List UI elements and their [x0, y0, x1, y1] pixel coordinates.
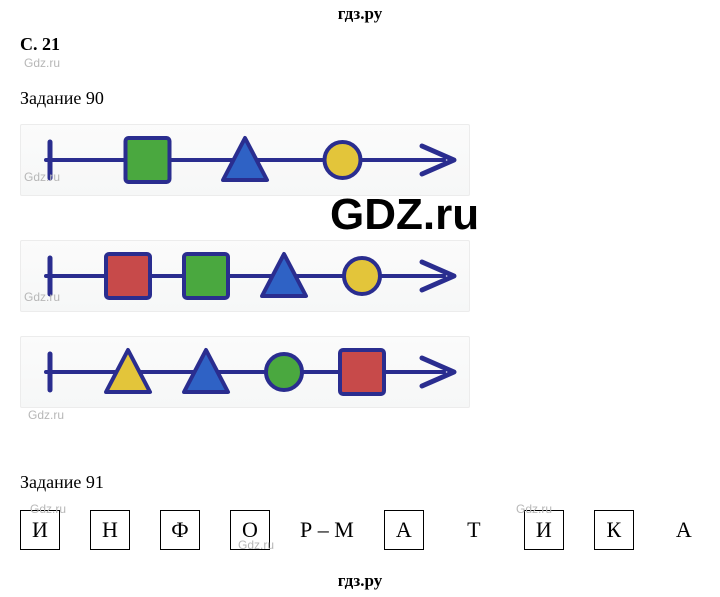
letter-sequence: ИНФОР – МАТИКА: [20, 510, 704, 550]
watermark-small: Gdz.ru: [24, 290, 60, 304]
letter-box: К: [594, 510, 634, 550]
watermark-small: Gdz.ru: [28, 408, 64, 422]
site-footer: гдз.ру: [0, 571, 720, 591]
shape-row: [20, 240, 470, 312]
letter-free: Р – М: [300, 510, 354, 550]
letter-free: А: [664, 510, 704, 550]
watermark-small: Gdz.ru: [238, 538, 274, 552]
letter-box: А: [384, 510, 424, 550]
watermark-small: Gdz.ru: [24, 170, 60, 184]
letter-box: Ф: [160, 510, 200, 550]
task-91-label: Задание 91: [20, 472, 104, 493]
task-90-label: Задание 90: [20, 88, 104, 109]
watermark-small: Gdz.ru: [516, 502, 552, 516]
watermark-small: Gdz.ru: [30, 502, 66, 516]
large-watermark: GDZ.ru: [330, 190, 479, 240]
site-header: гдз.ру: [0, 4, 720, 24]
watermark-small: Gdz.ru: [24, 56, 60, 70]
page-number-label: С. 21: [20, 34, 60, 55]
shape-row: [20, 336, 470, 408]
letter-box: И: [20, 510, 60, 550]
letter-free: Т: [454, 510, 494, 550]
letter-box: И: [524, 510, 564, 550]
letter-box: Н: [90, 510, 130, 550]
shape-row: [20, 124, 470, 196]
